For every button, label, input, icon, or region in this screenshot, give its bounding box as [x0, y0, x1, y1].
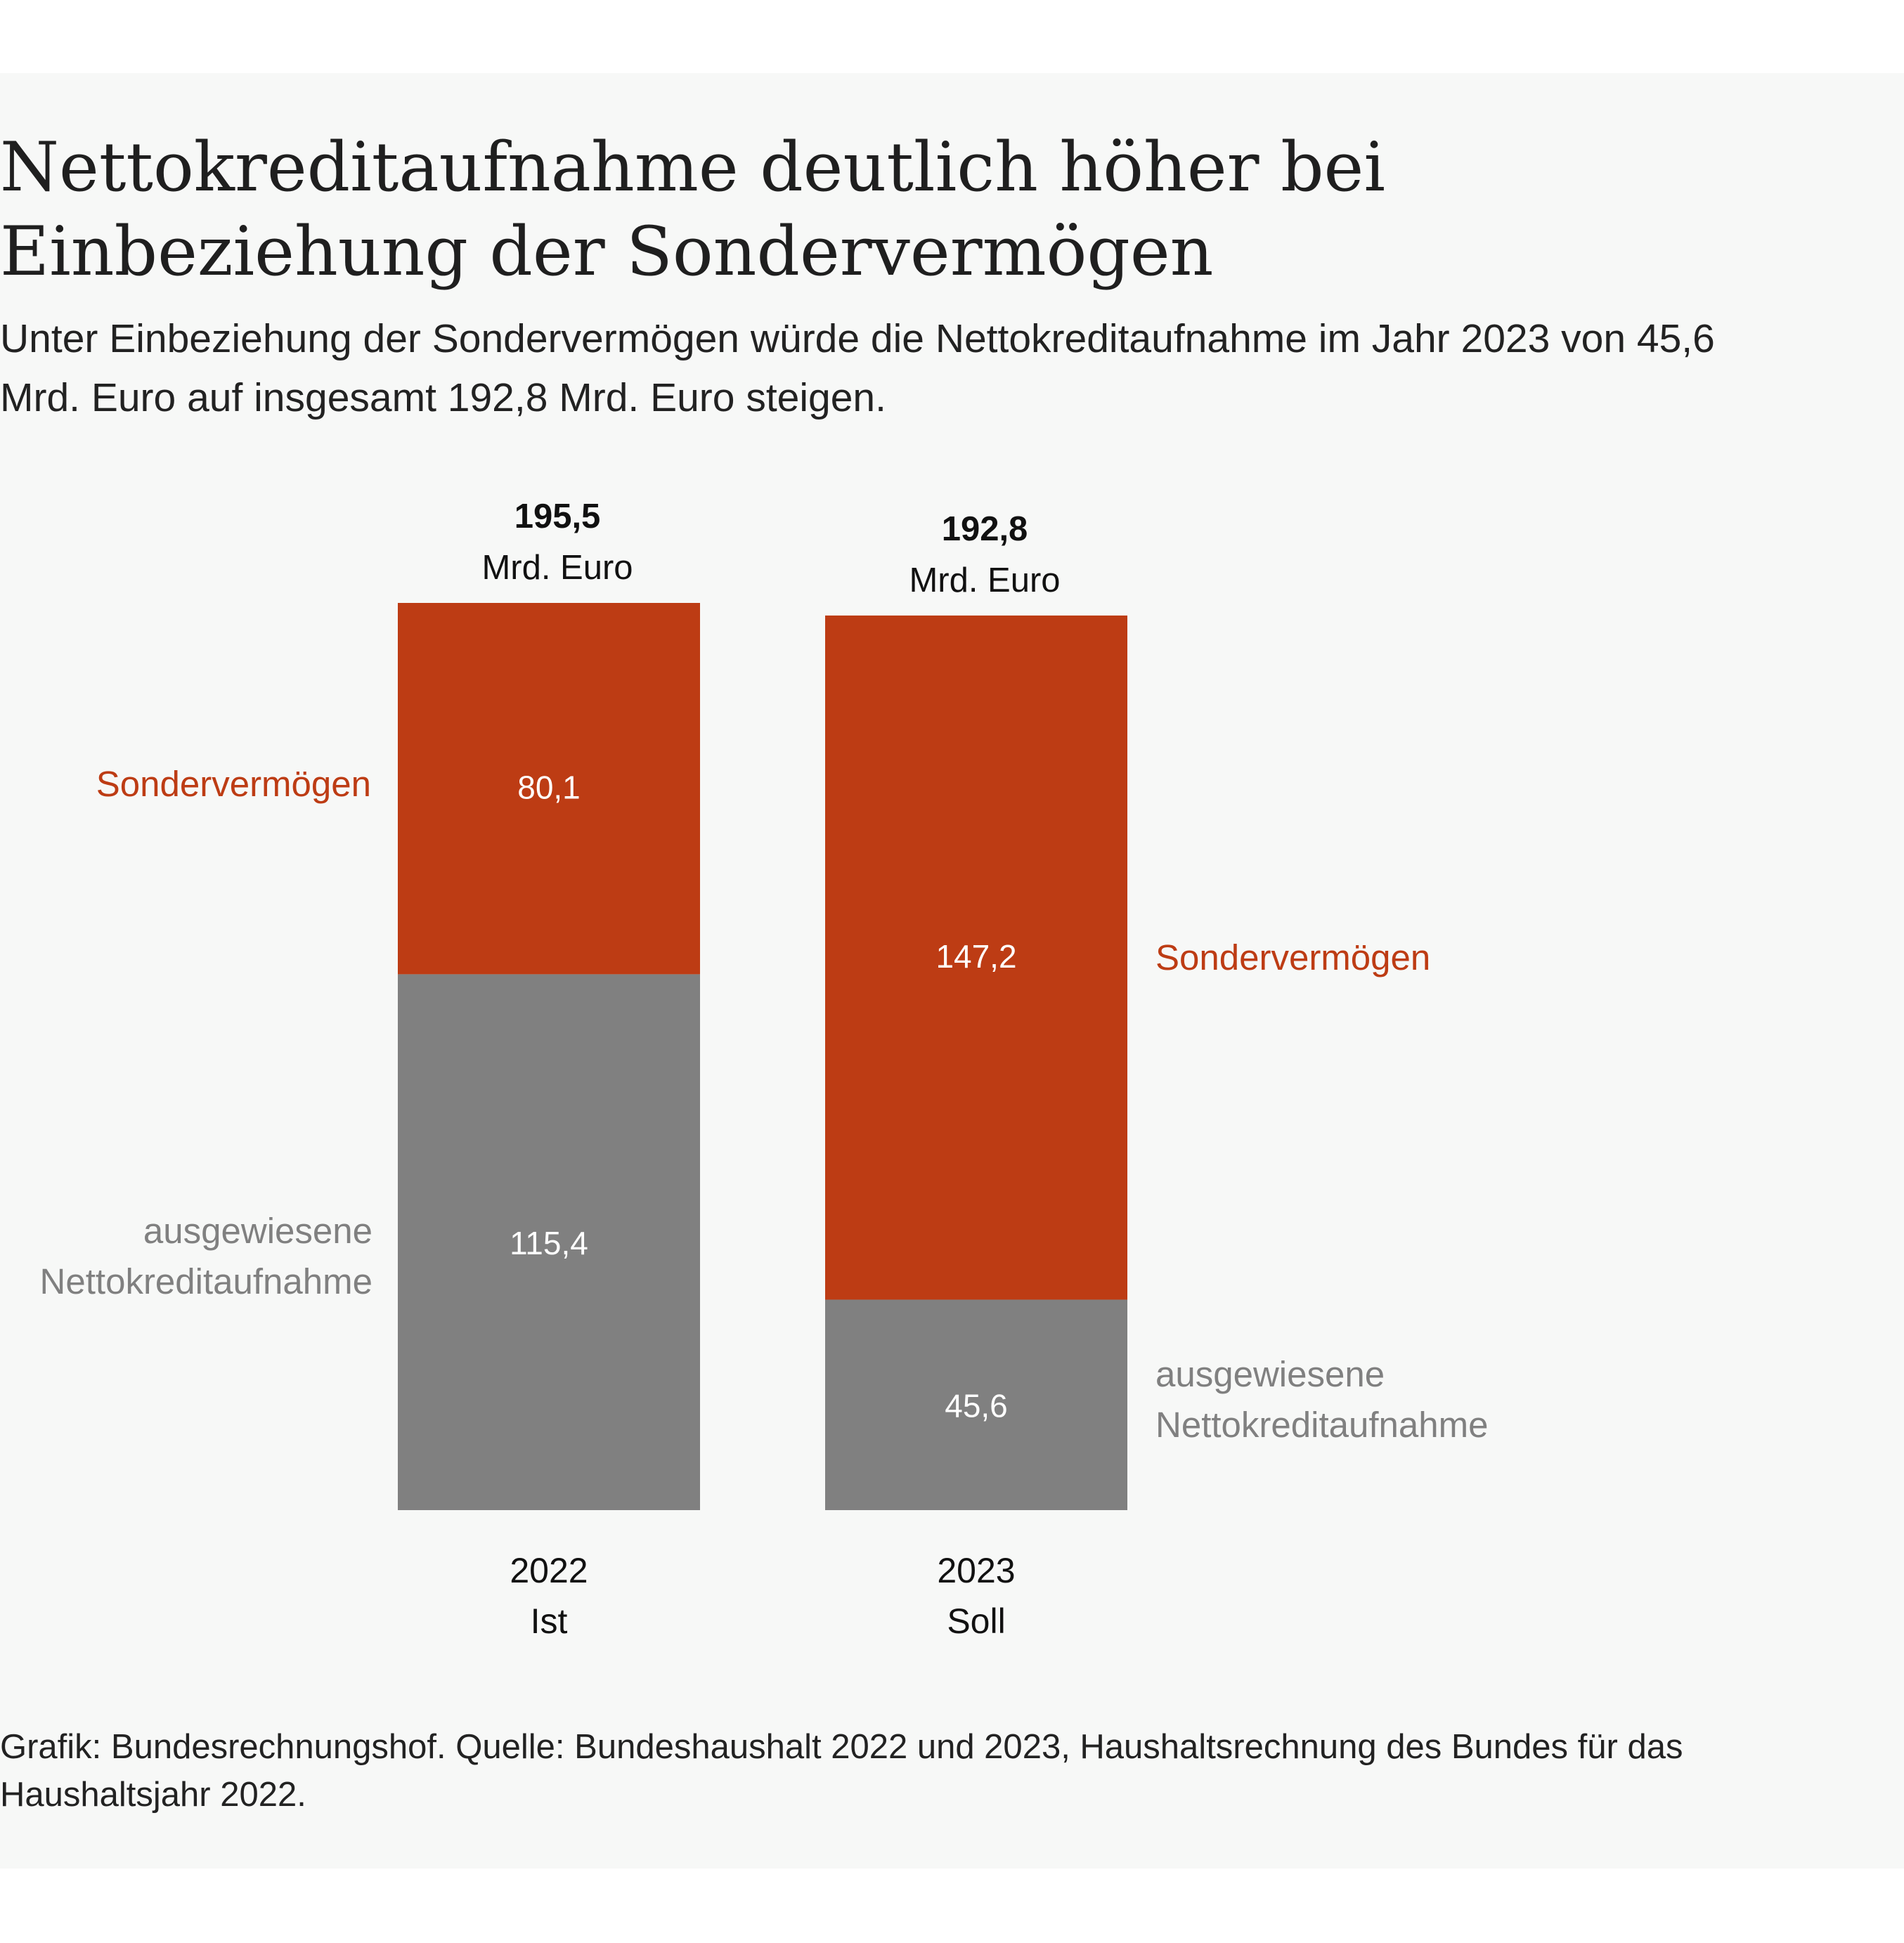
x-tick-label-2022: Ist — [531, 1601, 568, 1641]
total-unit-2023: Mrd. Euro — [909, 561, 1060, 599]
bar-segment-ausgewiesene-nettokreditaufnahme-2022 — [398, 974, 700, 1510]
data-label-2023-0: 45,6 — [945, 1388, 1008, 1424]
chart-title: Nettokreditaufnahme deutlich höher bei E… — [0, 128, 1386, 291]
series-label-sondervermoegen-left: Sondervermögen — [96, 764, 371, 804]
stacked-bar-chart: 115,4 80,1 195,5 Mrd. Euro 2022 Ist 45,6 147,2 1… — [40, 498, 1489, 1641]
total-unit-2022: Mrd. Euro — [481, 549, 633, 587]
series-label-netto-left-line-0: ausgewiesene — [143, 1211, 373, 1251]
data-label-2022-1: 80,1 — [517, 769, 581, 806]
total-value-2022: 195,5 — [514, 498, 601, 535]
series-label-netto-right-line-1: Nettokreditaufnahme — [1155, 1405, 1488, 1445]
bar-segment-sonderverm-gen-2022 — [398, 603, 700, 975]
chart-subtitle: Unter Einbeziehung der Sondervermögen wü… — [0, 316, 1715, 420]
data-label-2022-0: 115,4 — [510, 1225, 588, 1261]
data-label-2023-1: 147,2 — [935, 938, 1016, 975]
series-label-sondervermoegen-right: Sondervermögen — [1155, 937, 1430, 977]
series-label-netto-right-line-0: ausgewiesene — [1155, 1354, 1385, 1394]
bar-segment-ausgewiesene-nettokreditaufnahme-2023 — [825, 1299, 1127, 1510]
total-value-2023: 192,8 — [942, 510, 1028, 548]
x-tick-year-2022: 2022 — [510, 1551, 588, 1590]
x-tick-year-2023: 2023 — [937, 1551, 1015, 1590]
series-label-netto-left-line-1: Nettokreditaufnahme — [40, 1261, 373, 1301]
x-tick-label-2023: Soll — [947, 1601, 1005, 1641]
bar-segment-sonderverm-gen-2023 — [825, 615, 1127, 1300]
source-note: Grafik: Bundesrechnungshof. Quelle: Bund… — [0, 1728, 1683, 1814]
